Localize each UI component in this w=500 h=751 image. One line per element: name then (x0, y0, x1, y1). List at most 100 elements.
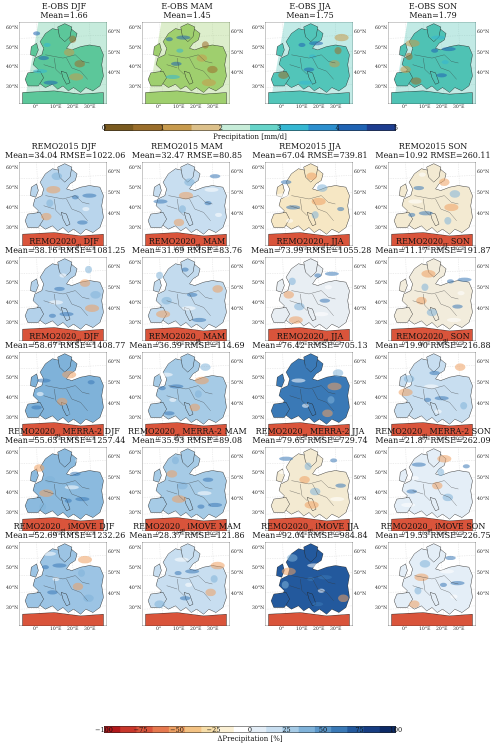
lat-tick-label: 30°N (252, 606, 265, 611)
precip-patch (36, 391, 44, 397)
lat-tick-label: 50°N (252, 471, 265, 476)
lat-tick-label-right: 60°N (354, 30, 367, 35)
country-border (444, 290, 459, 300)
europe-map (387, 541, 477, 627)
precip-patch (192, 317, 207, 323)
lon-tick-label: 20°E (190, 436, 202, 442)
country-border (414, 385, 445, 390)
country-border (43, 64, 55, 69)
lon-tick-label: 10°E (50, 626, 62, 632)
precip-patch (77, 569, 85, 577)
land-region (276, 278, 285, 293)
colorbar-swatch (314, 726, 332, 733)
precip-patch (311, 211, 319, 219)
country-border (289, 300, 301, 305)
precip-patch (63, 48, 75, 57)
lon-tick-label: 10°E (173, 626, 185, 632)
precip-patch (444, 217, 452, 225)
lon-tick-label: 30°E (207, 626, 219, 632)
land-region (393, 592, 413, 608)
lat-tick-label: 40°N (252, 301, 265, 306)
map-panel: REMO2015 MAM Mean=32.47 RMSE=80.85 60°N 50°… (128, 142, 246, 252)
colorbar-swatch (331, 726, 348, 733)
country-border (45, 385, 76, 390)
lon-tick-label: 10°E (296, 104, 308, 110)
colorbar-swatch (104, 124, 134, 131)
country-border (312, 388, 327, 403)
country-border (43, 205, 55, 210)
country-border (168, 385, 199, 390)
map-panel: REMO2020gi DJF Mean=38.16 RMSE=1081.25 60°… (5, 237, 125, 347)
precip-patch (194, 390, 202, 398)
country-border (444, 575, 459, 585)
country-border (45, 480, 76, 485)
precip-patch (317, 575, 332, 580)
precip-patch (166, 470, 178, 478)
land-region (303, 448, 319, 468)
panel-title-text: REMO2020 (261, 522, 309, 531)
lon-tick-label: 30°E (330, 531, 342, 537)
precip-patch (424, 397, 432, 402)
panel-stats: Mean=34.04 RMSE=1022.06 (5, 151, 126, 160)
country-border (449, 71, 457, 80)
land-region (57, 258, 73, 278)
colorbar-outline (104, 124, 396, 131)
panel-title-subscript: gi (308, 527, 313, 534)
panel-stats: Mean=36.59 RMSE=114.69 (129, 341, 245, 350)
precip-patch (454, 363, 466, 371)
lon-tick-label: 20°E (190, 531, 202, 537)
map-svg (387, 161, 477, 247)
precip-patch (48, 300, 63, 305)
lat-tick-label-right: 60°N (108, 360, 121, 365)
lat-tick-label: 40°N (252, 396, 265, 401)
land-region (270, 212, 290, 228)
land-region (399, 468, 408, 483)
lat-tick-label: 40°N (6, 396, 19, 401)
lon-tick-label: 0° (402, 104, 408, 110)
lat-tick-label-right: 60°N (108, 455, 121, 460)
panel-title-subscript: gi (174, 432, 180, 439)
lat-tick-label: 30°N (6, 511, 19, 516)
lat-tick-label: 30°N (375, 511, 388, 516)
land-region (430, 497, 440, 512)
map-panel: REMO2020gi MERRA-2 JJA Mean=79.65 RMSE=72… (251, 427, 369, 537)
map-panel: E-OBS DJF Mean=1.66 60°N 50°N 40°N 30°N 60°N 50… (5, 2, 123, 110)
land-region (180, 448, 196, 468)
country-border (414, 54, 445, 59)
precip-patch (54, 286, 65, 292)
land-region (184, 402, 194, 417)
country-border (45, 54, 76, 59)
panel-stats: Mean=21.87 RMSE=262.09 (375, 436, 491, 445)
lat-tick-label-right: 50°N (108, 50, 121, 56)
precip-patch (90, 291, 101, 299)
country-border (43, 395, 55, 400)
country-border (75, 54, 90, 64)
precip-patch (278, 71, 289, 79)
country-border (412, 585, 424, 590)
precip-patch (457, 291, 465, 296)
country-border (444, 195, 459, 205)
precip-patch (164, 411, 175, 416)
country-border (444, 480, 459, 490)
precip-patch (208, 502, 223, 508)
precip-patch (83, 594, 94, 603)
precip-patch (301, 403, 309, 408)
lon-tick-label: 30°E (207, 341, 219, 347)
precip-patch (317, 588, 325, 593)
land-region (270, 497, 290, 513)
country-border (168, 54, 199, 59)
colorbar-swatch (152, 726, 170, 733)
precip-patch (44, 475, 56, 484)
land-region (155, 546, 227, 615)
precipitation-colorbar: 0 1 2 3 4 5 Precipitation [mm/d] (102, 116, 398, 145)
country-border (177, 388, 185, 406)
country-border (435, 198, 450, 213)
colorbar-swatch (120, 726, 137, 733)
precip-patch (82, 206, 90, 212)
panel-title-text: REMO2015 SON (398, 142, 468, 151)
panel-title-text: E-OBS DJF (41, 2, 87, 11)
precip-patch (432, 481, 443, 490)
colorbar-swatch (133, 124, 163, 131)
country-border (321, 575, 336, 585)
lat-tick-label: 50°N (129, 471, 142, 476)
